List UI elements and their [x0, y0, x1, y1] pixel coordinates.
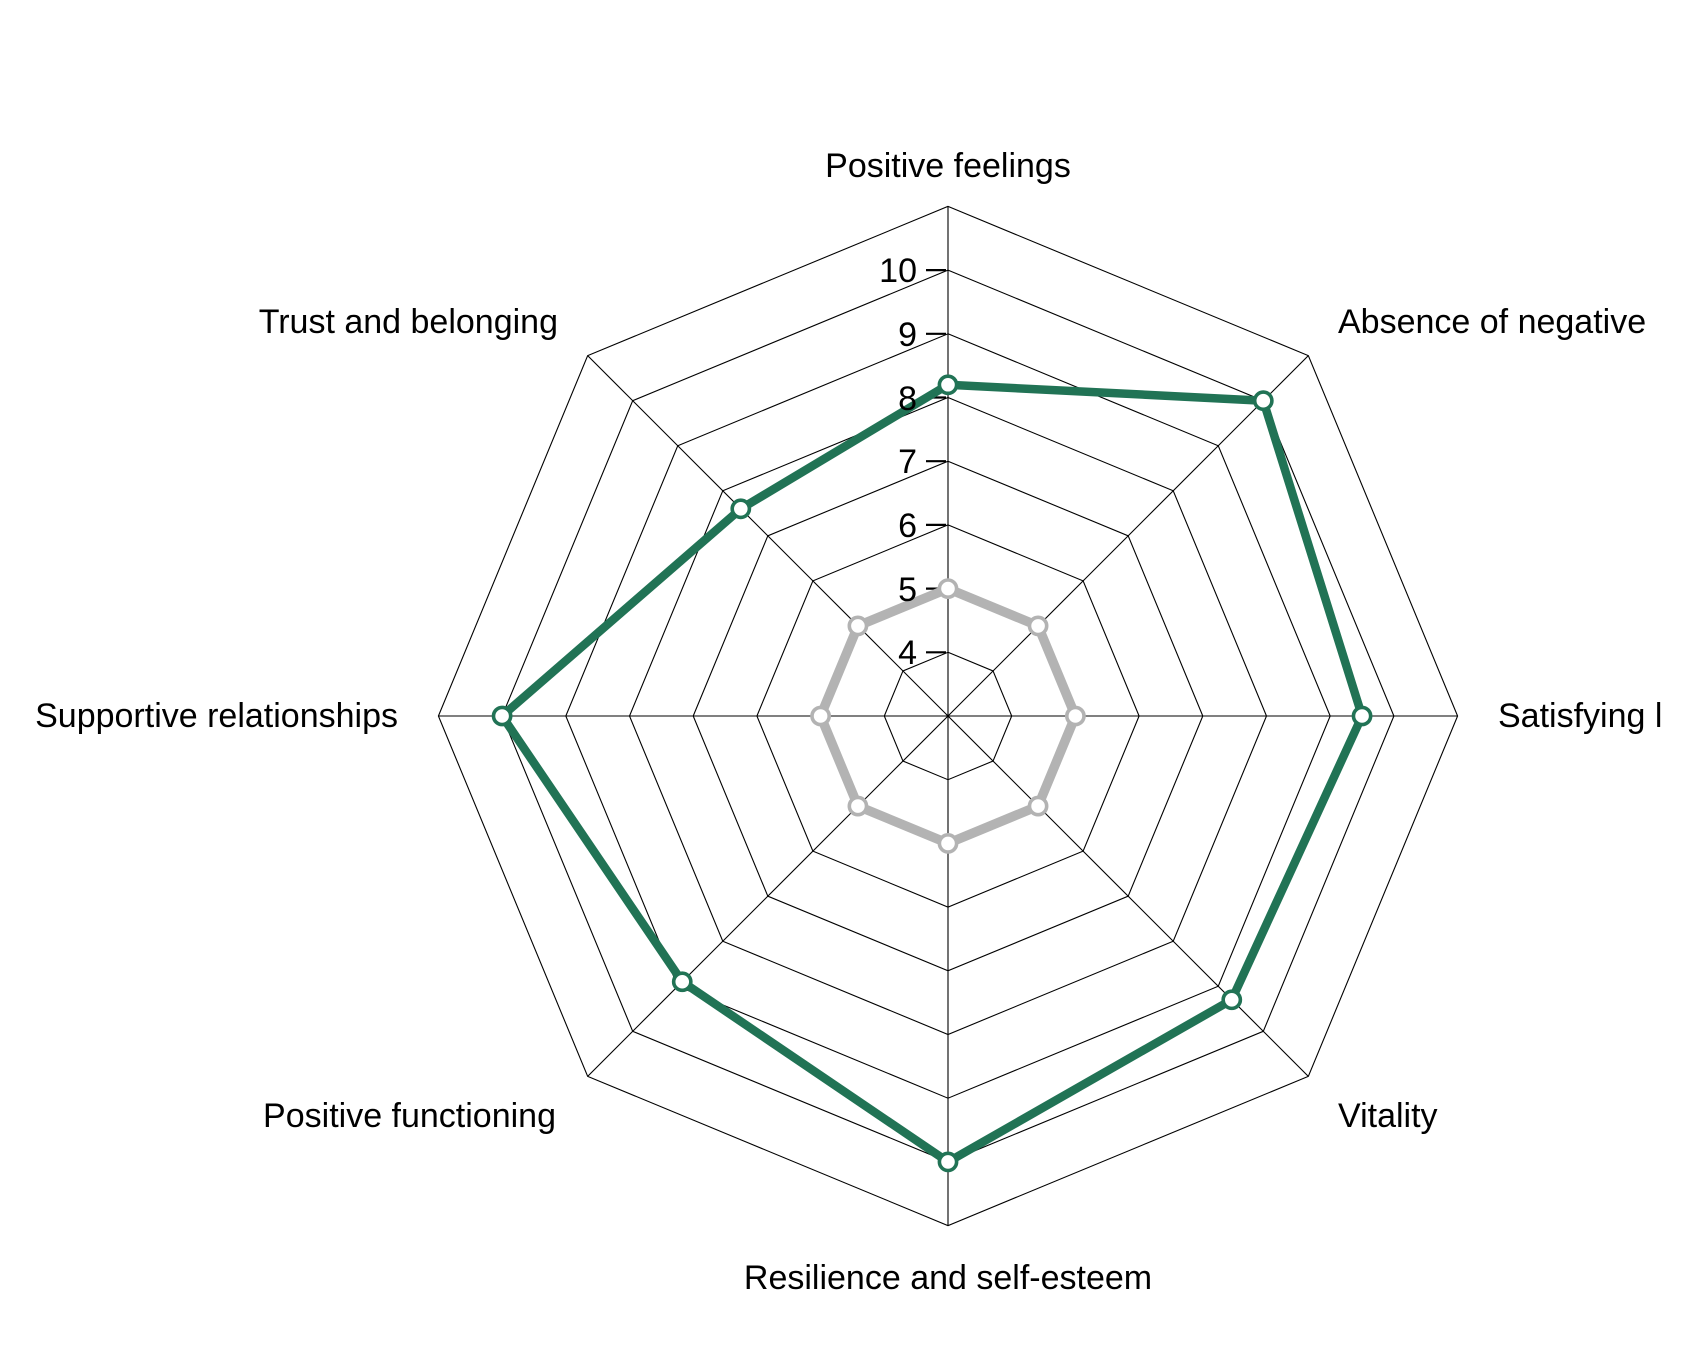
series-green-profile-marker-6: [491, 705, 513, 727]
axis-label-absence-of-negative: Absence of negative: [1338, 303, 1646, 341]
grid-spoke-3: [947, 715, 1309, 1077]
series-green-profile-marker-7: [730, 498, 752, 520]
series-gray-reference-marker-0: [937, 578, 959, 600]
series-gray-reference-marker-2: [1065, 705, 1086, 727]
series-green-profile-marker-4: [937, 1151, 959, 1173]
radial-tick-labels: 10 9 8 7 6 5 4: [879, 252, 917, 672]
series-gray-reference-marker-7: [847, 615, 869, 637]
series-gray-reference-marker-6: [810, 705, 832, 727]
axis-label-vitality: Vitality: [1338, 1097, 1438, 1135]
grid-spoke-5: [587, 715, 949, 1077]
grid: [437, 205, 1459, 1227]
tick-label-4: 4: [898, 634, 917, 672]
series-green-profile: [491, 374, 1373, 1173]
series-green-profile-marker-0: [937, 374, 959, 396]
axis-label-resilience-and-self-esteem: Resilience and self-esteem: [744, 1259, 1152, 1297]
axis-label-supportive-relationships: Supportive relationships: [35, 697, 398, 735]
axis-label-positive-feelings: Positive feelings: [825, 147, 1071, 185]
tick-label-10: 10: [879, 252, 917, 290]
grid-spoke-1: [947, 355, 1309, 717]
series-gray-reference-marker-3: [1027, 795, 1049, 817]
series-green-profile-marker-3: [1221, 989, 1243, 1011]
grid-spoke-7: [587, 355, 949, 717]
series-green-profile-marker-2: [1351, 705, 1373, 727]
axis-labels: Positive feelings Absence of negative Sa…: [35, 147, 1662, 1297]
tick-label-8: 8: [898, 380, 917, 418]
series-gray-reference-marker-5: [847, 795, 869, 817]
tick-label-7: 7: [898, 443, 917, 481]
series: [491, 374, 1373, 1173]
tick-label-5: 5: [898, 571, 917, 609]
tick-label-6: 6: [898, 507, 917, 545]
axis-label-satisfying-life: Satisfying l: [1498, 697, 1662, 735]
series-green-profile-marker-1: [1252, 390, 1274, 412]
series-gray-reference-marker-4: [937, 833, 959, 854]
series-gray-reference: [810, 578, 1086, 854]
tick-label-9: 9: [898, 316, 917, 354]
series-gray-reference-marker-1: [1027, 615, 1049, 637]
axis-label-positive-functioning: Positive functioning: [263, 1097, 556, 1135]
axis-label-trust-and-belonging: Trust and belonging: [259, 303, 558, 341]
series-green-profile-marker-5: [671, 971, 693, 993]
